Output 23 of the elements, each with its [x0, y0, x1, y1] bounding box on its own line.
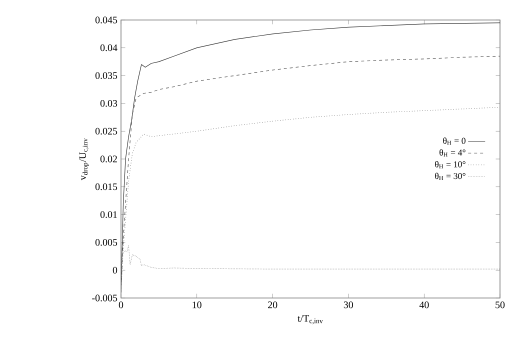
x-tick-label: 50: [496, 302, 505, 308]
y-tick-label: 0: [112, 266, 118, 274]
y-tick-label: 0.03: [100, 100, 118, 107]
x-tick-label: 0: [118, 302, 124, 308]
y-tick-label: 0.025: [95, 128, 118, 135]
x-tick-label: 10: [192, 302, 202, 308]
y-tick-label: 0.04: [100, 44, 118, 52]
x-axis-title: t/T$_{c,inv}$: [298, 315, 323, 324]
y-tick-label: -0.005: [92, 294, 118, 302]
x-tick-label: 40: [419, 302, 429, 308]
y-tick-label: 0.035: [95, 72, 118, 79]
y-tick-label: 0.01: [100, 211, 117, 218]
legend-label: θ$_{H}$ = 30°: [435, 172, 466, 180]
x-tick-label: 30: [344, 302, 354, 308]
y-tick-label: 0.02: [100, 156, 117, 162]
y-tick-label: 0.045: [95, 16, 118, 24]
y-axis-title: v$_{drop}$/U$_{c,inv}$: [79, 138, 89, 180]
x-tick-label: 20: [268, 302, 278, 308]
y-tick-label: 0.015: [95, 183, 118, 190]
y-tick-label: 0.005: [95, 239, 118, 246]
legend-label: θ$_{H}$ = 0: [443, 138, 466, 145]
legend-label: θ$_{H}$ = 10°: [435, 160, 466, 168]
legend-label: θ$_{H}$ = 4°: [440, 149, 466, 157]
